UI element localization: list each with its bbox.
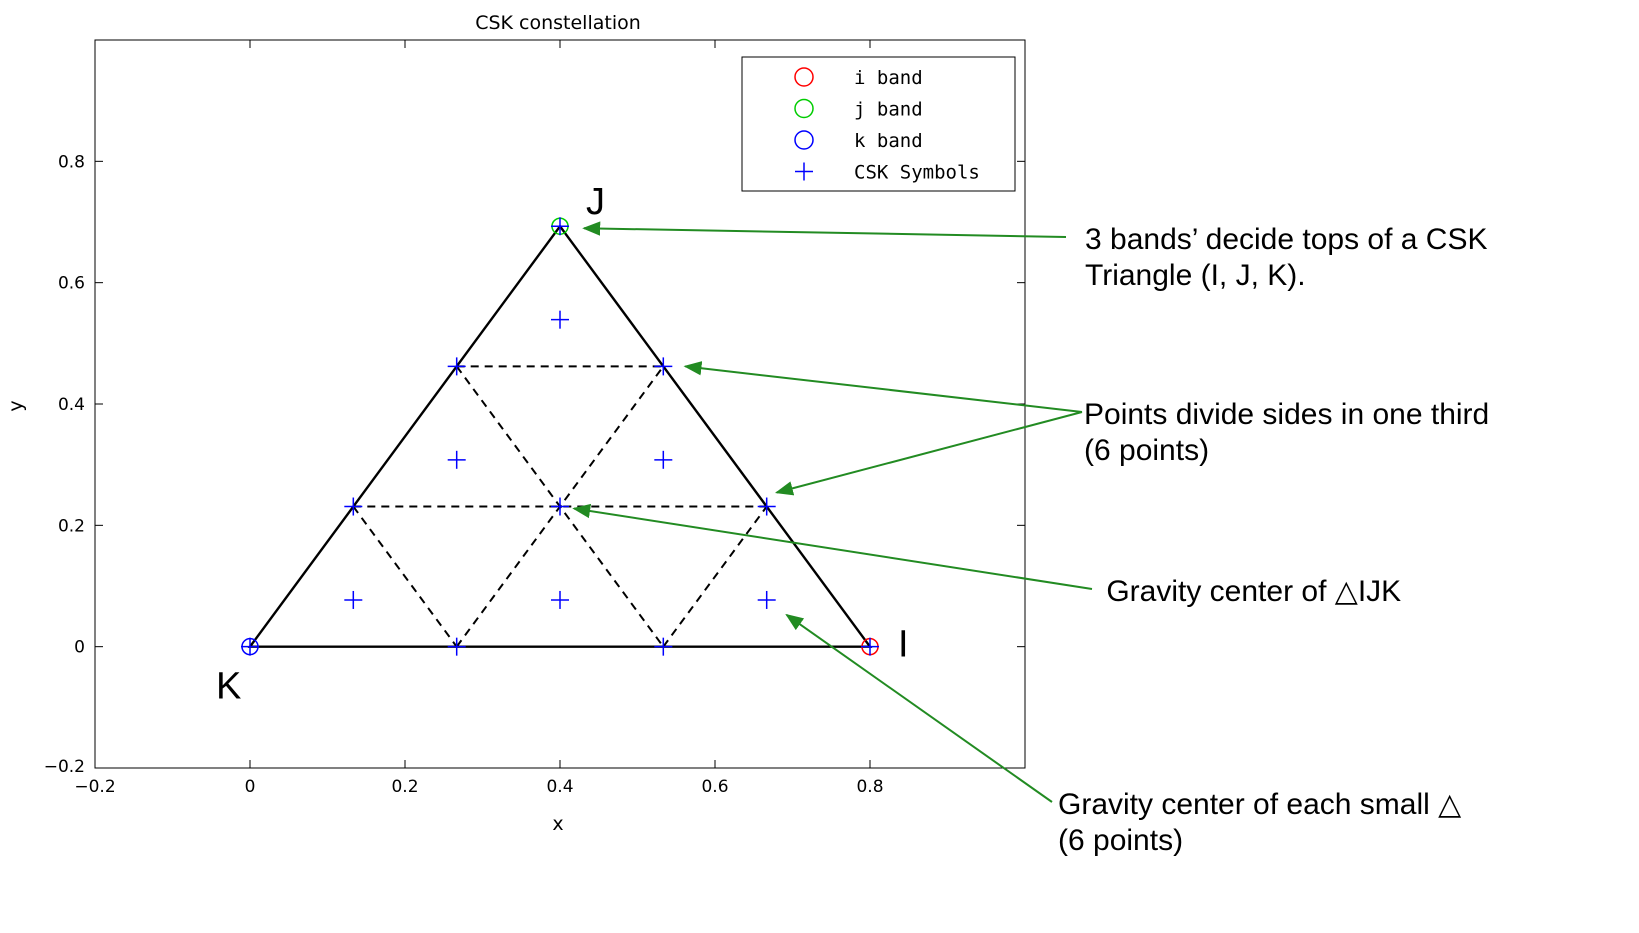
plus-marker: [551, 590, 569, 609]
plus-marker: [654, 357, 673, 376]
dashed-line: [662, 505, 768, 648]
legend: i band j band k band CSK Symbols: [741, 56, 1016, 192]
annotation-text: Gravity center of △IJK: [1098, 574, 1401, 610]
annotation-arrows: [572, 221, 1093, 803]
plus-marker: [447, 450, 466, 469]
x-axis-label: x: [552, 813, 563, 835]
x-tick-label: 0.4: [546, 777, 573, 797]
y-tick-label: 0.4: [58, 395, 85, 415]
plus-marker: [344, 590, 363, 609]
data-marks: [241, 217, 879, 656]
x-tick-label: 0.6: [701, 777, 728, 797]
plus-marker: [654, 637, 673, 656]
annotation-line: Triangle (I, J, K).: [1085, 259, 1306, 292]
dashed-line: [352, 505, 458, 648]
vertex-label: J: [586, 181, 605, 223]
plus-marker: [551, 310, 569, 329]
plus-marker: [654, 450, 673, 469]
x-tick-label: 0: [245, 777, 256, 797]
plus-marker: [551, 497, 569, 516]
plus-marker: [551, 217, 569, 236]
vertex-label: K: [216, 666, 241, 708]
annotation-line: (6 points): [1058, 824, 1184, 857]
y-tick-label: 0.6: [58, 274, 85, 294]
triangle-outline: [247, 224, 873, 648]
annotation-arrow: [785, 613, 1053, 803]
legend-circle-marker: [794, 130, 814, 150]
annotation-line: Gravity center of each small △: [1058, 788, 1462, 821]
legend-box: [741, 56, 1016, 192]
y-tick-label: −0.2: [44, 757, 85, 777]
plus-marker: [757, 497, 776, 516]
annotation-arrow: [582, 221, 1067, 238]
plus-marker: [241, 637, 259, 656]
annotation-arrow: [683, 361, 1083, 413]
chart-title: CSK constellation: [475, 12, 641, 34]
y-tick-label: 0.2: [58, 516, 85, 536]
plus-marker: [861, 637, 879, 656]
annotation-line: (6 points): [1084, 434, 1210, 467]
vertex-label: I: [898, 624, 909, 666]
y-axis-label: y: [5, 400, 27, 411]
annotation-arrow: [572, 503, 1093, 590]
x-tick-label: −0.2: [74, 777, 115, 797]
annotation-text: Points divide sides in one third (6 point…: [1084, 397, 1489, 469]
legend-label: i band: [854, 67, 923, 89]
annotation-line: Gravity center of △IJK: [1098, 575, 1402, 608]
annotation-line: Points divide sides in one third: [1084, 398, 1490, 431]
annotation-line: 3 bands’ decide tops of a CSK: [1085, 223, 1488, 256]
legend-label: k band: [854, 130, 923, 152]
legend-label: j band: [854, 99, 923, 121]
annotation-arrow: [774, 411, 1083, 496]
plus-marker: [447, 637, 466, 656]
legend-circle-marker: [794, 98, 814, 119]
legend-circle-marker: [794, 67, 814, 87]
y-tick-label: 0.8: [58, 152, 85, 172]
legend-label: CSK Symbols: [854, 162, 980, 184]
annotation-text: Gravity center of each small △ (6 points): [1058, 787, 1461, 859]
vertex-labels: J I K: [216, 181, 909, 707]
x-tick-label: 0.8: [856, 777, 883, 797]
plus-marker: [757, 590, 776, 609]
y-tick-label: 0: [74, 638, 85, 658]
csk-triangle: [247, 224, 873, 648]
plus-marker: [447, 357, 466, 376]
axes: −0.2 0 0.2 0.4 0.6 0.8 0 0.2 0.4 0.6 0.8 −0.2: [44, 40, 1025, 797]
annotation-text: 3 bands’ decide tops of a CSK Triangle (I…: [1085, 222, 1487, 294]
x-tick-label: 0.2: [391, 777, 418, 797]
plus-marker: [344, 497, 363, 516]
